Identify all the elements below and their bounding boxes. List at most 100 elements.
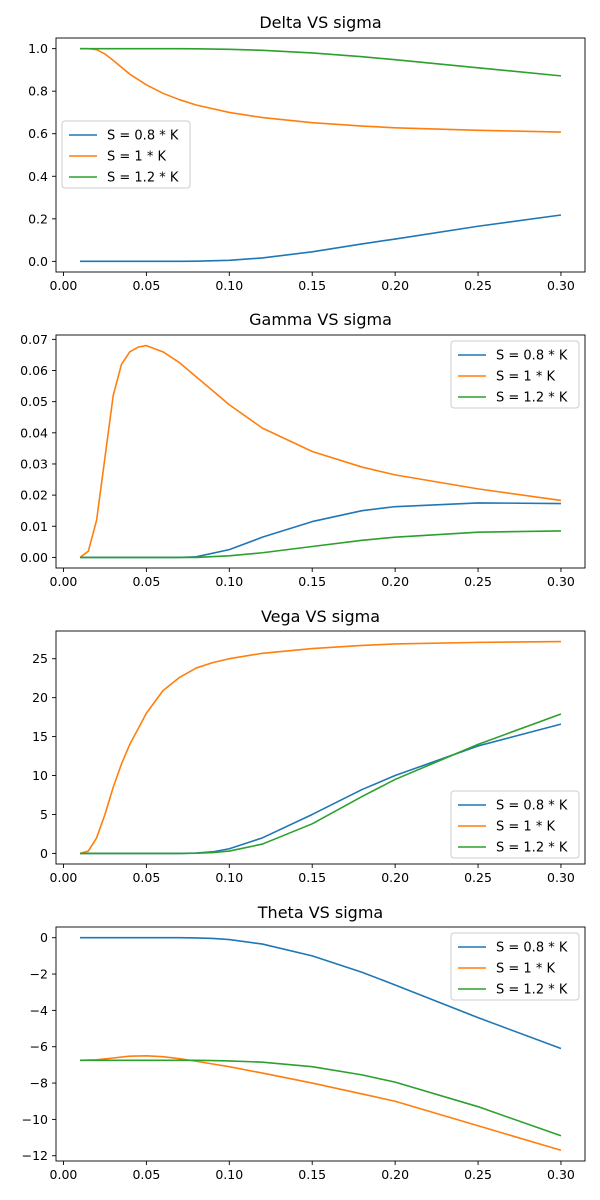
theta-y-tick-label: −10: [22, 1112, 48, 1127]
gamma-y-tick-label: 0.01: [20, 519, 48, 534]
theta-x-tick-label: 0.15: [298, 1167, 326, 1182]
delta-lines: [80, 47, 562, 263]
delta-x-tick-label: 0.15: [298, 278, 326, 293]
vega-legend-label-1: S = 1 * K: [496, 820, 555, 835]
theta-legend-box: [450, 932, 580, 1001]
theta-y-tick-label: −4: [30, 1003, 48, 1018]
theta-panel: Theta VS sigma 0.00 0.05 0.10 0.15 0.20 0.25 0…: [22, 903, 586, 1182]
vega-axes-frame: [55, 630, 586, 865]
gamma-y-tick-label: 0.05: [20, 394, 48, 409]
gamma-y-tick-label: 0.00: [20, 550, 48, 565]
vega-y-tick-label: 0: [40, 846, 48, 861]
vega-series-line-2: [80, 713, 562, 855]
gamma-x-tick-label: 0.10: [215, 574, 243, 589]
delta-y-tick-label: 1.0: [28, 41, 48, 56]
vega-y-tick-label: 20: [32, 690, 48, 705]
theta-y-tick-label: −8: [30, 1076, 48, 1091]
delta-legend-label-1: S = 1 * K: [107, 150, 166, 165]
theta-x-tick-label: 0.20: [381, 1167, 409, 1182]
delta-title: Delta VS sigma: [259, 13, 381, 32]
vega-panel: Vega VS sigma 0.00 0.05 0.10 0.15 0.20 0.25 0.…: [32, 607, 586, 885]
theta-series-line-0: [80, 936, 562, 1050]
delta-legend-label-0: S = 0.8 * K: [107, 129, 179, 144]
theta-x-tick-label: 0.30: [547, 1167, 575, 1182]
theta-x-tick-label: 0.05: [132, 1167, 160, 1182]
vega-x-tick-label: 0.05: [132, 870, 160, 885]
gamma-x-tick-label: 0.00: [50, 574, 78, 589]
vega-legend-box: [450, 790, 580, 859]
vega-x-tick-label: 0.10: [215, 870, 243, 885]
delta-axes-frame: [55, 37, 586, 273]
vega-x-tick-label: 0.15: [298, 870, 326, 885]
theta-series-line-1: [80, 1055, 562, 1152]
delta-legend-label-2: S = 1.2 * K: [107, 171, 179, 186]
vega-x-tick-label: 0.20: [381, 870, 409, 885]
vega-legend-label-2: S = 1.2 * K: [496, 841, 568, 856]
gamma-legend-label-2: S = 1.2 * K: [496, 391, 568, 406]
theta-legend: S = 0.8 * K S = 1 * K S = 1.2 * K: [450, 932, 580, 1001]
delta-panel: Delta VS sigma 0.00 0.05 0.10 0.15 0.20 0.25 0…: [28, 13, 586, 293]
gamma-x-tick-label: 0.05: [132, 574, 160, 589]
theta-legend-label-1: S = 1 * K: [496, 962, 555, 977]
vega-title: Vega VS sigma: [261, 607, 380, 626]
theta-y-tick-label: −6: [30, 1039, 48, 1054]
gamma-y-tick-label: 0.03: [20, 456, 48, 471]
theta-legend-label-0: S = 0.8 * K: [496, 941, 568, 956]
theta-y-tick-label: −2: [30, 967, 48, 982]
gamma-panel: Gamma VS sigma 0.00 0.05 0.10 0.15 0.20 0.25 0…: [20, 310, 586, 589]
theta-series-line-2: [80, 1059, 562, 1137]
theta-legend-label-2: S = 1.2 * K: [496, 983, 568, 998]
theta-title: Theta VS sigma: [257, 903, 383, 922]
vega-y-tick-label: 5: [40, 807, 48, 822]
vega-series-line-1: [79, 640, 561, 855]
vega-lines: [79, 640, 562, 855]
theta-axes-frame: [55, 926, 586, 1162]
gamma-y-tick-label: 0.06: [20, 363, 48, 378]
theta-x-tick-label: 0.10: [215, 1167, 243, 1182]
vega-y-tick-label: 25: [32, 651, 48, 666]
delta-x-tick-label: 0.00: [50, 278, 78, 293]
delta-x-tick-label: 0.25: [464, 278, 492, 293]
gamma-series-line-0: [80, 502, 561, 559]
theta-y-tick-label: 0: [40, 930, 48, 945]
vega-y-tick-label: 15: [32, 729, 48, 744]
vega-legend-label-0: S = 0.8 * K: [496, 799, 568, 814]
delta-y-tick-label: 0.4: [28, 169, 48, 184]
gamma-x-tick-label: 0.15: [298, 574, 326, 589]
delta-series-line-1: [80, 47, 561, 133]
gamma-axes-frame: [55, 334, 586, 569]
vega-y-tick-label: 10: [32, 768, 48, 783]
gamma-y-tick-label: 0.02: [20, 488, 48, 503]
delta-y-tick-label: 0.8: [28, 84, 48, 99]
theta-x-tick-label: 0.25: [464, 1167, 492, 1182]
theta-x-tick-label: 0.00: [50, 1167, 78, 1182]
delta-y-tick-label: 0.6: [28, 126, 48, 141]
gamma-legend-label-0: S = 0.8 * K: [496, 349, 568, 364]
delta-x-tick-label: 0.10: [215, 278, 243, 293]
gamma-y-tick-label: 0.04: [20, 425, 48, 440]
delta-series-line-2: [80, 47, 562, 77]
delta-legend-box: [61, 120, 191, 189]
delta-series-line-0: [80, 214, 562, 263]
delta-x-tick-label: 0.05: [132, 278, 160, 293]
gamma-legend-box: [450, 340, 580, 409]
theta-lines: [80, 936, 562, 1152]
gamma-x-tick-label: 0.20: [381, 574, 409, 589]
gamma-series-line-1: [79, 344, 562, 559]
gamma-y-tick-label: 0.07: [20, 332, 48, 347]
delta-y-tick-label: 0.0: [28, 254, 48, 269]
vega-x-tick-label: 0.00: [50, 870, 78, 885]
vega-x-tick-label: 0.25: [464, 870, 492, 885]
gamma-lines: [79, 344, 562, 559]
gamma-series-line-2: [80, 530, 561, 559]
vega-legend: S = 0.8 * K S = 1 * K S = 1.2 * K: [450, 790, 580, 859]
delta-y-tick-label: 0.2: [28, 211, 48, 226]
vega-x-tick-label: 0.30: [547, 870, 575, 885]
gamma-legend: S = 0.8 * K S = 1 * K S = 1.2 * K: [450, 340, 580, 409]
gamma-title: Gamma VS sigma: [249, 310, 392, 329]
gamma-x-tick-label: 0.25: [464, 574, 492, 589]
delta-legend: S = 0.8 * K S = 1 * K S = 1.2 * K: [61, 120, 191, 189]
gamma-legend-label-1: S = 1 * K: [496, 370, 555, 385]
delta-x-tick-label: 0.20: [381, 278, 409, 293]
